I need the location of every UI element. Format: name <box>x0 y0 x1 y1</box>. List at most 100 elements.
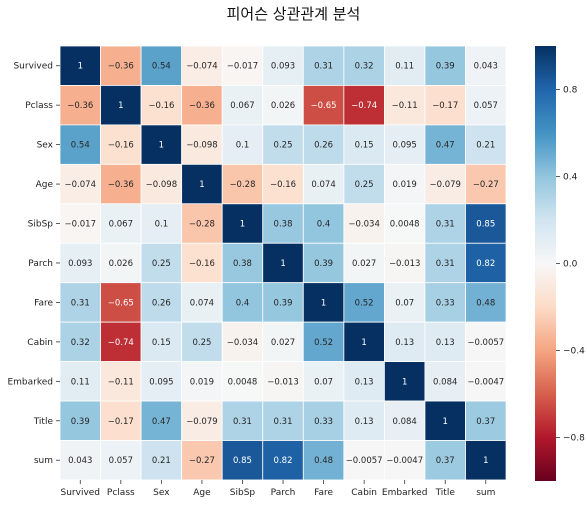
cell-value-label: −0.0057 <box>346 456 383 466</box>
colorbar-tick-label: 0.4 <box>563 173 578 183</box>
cell-value-label: 0.33 <box>314 417 333 427</box>
cell-value-label: 0.82 <box>274 456 293 466</box>
cell-value-label: 0.48 <box>314 456 333 466</box>
y-tick-label: Pclass <box>25 101 53 111</box>
cell-value-label: −0.36 <box>67 101 93 111</box>
cell-value-label: −0.013 <box>389 259 420 269</box>
cell-value-label: 0.4 <box>317 220 331 230</box>
heatmap-cell <box>302 203 345 244</box>
y-tick-label: SibSp <box>28 220 54 230</box>
cell-value-label: 0.54 <box>152 62 171 72</box>
x-tick-label: SibSp <box>230 488 256 498</box>
heatmap-cell <box>221 124 264 165</box>
heatmap-cell <box>383 163 426 205</box>
cell-value-label: 0.32 <box>355 62 374 72</box>
cell-value-label: 0.33 <box>436 298 455 308</box>
x-tick-label: Title <box>435 488 456 498</box>
cell-value-label: −0.079 <box>186 417 217 427</box>
colorbar-tick-label: 0.8 <box>563 86 578 96</box>
cell-value-label: 0.21 <box>152 456 171 466</box>
cell-value-label: −0.36 <box>108 62 134 72</box>
y-tick-label: Cabin <box>27 338 53 348</box>
cell-value-label: −0.034 <box>348 220 379 230</box>
heatmap-cell <box>140 124 183 165</box>
cell-value-label: 0.11 <box>395 62 414 72</box>
cell-value-label: 1 <box>402 377 407 387</box>
cell-value-label: 0.13 <box>436 338 455 348</box>
cell-value-label: −0.098 <box>186 141 217 151</box>
heatmap-cell <box>59 440 101 481</box>
heatmap-cell <box>221 163 264 205</box>
cell-value-label: 1 <box>159 141 164 151</box>
y-tick-label: Age <box>36 180 54 190</box>
cell-value-label: −0.65 <box>311 101 337 111</box>
cell-value-label: −0.16 <box>148 101 174 111</box>
cell-value-label: −0.074 <box>65 180 96 190</box>
cell-value-label: 0.54 <box>71 141 90 151</box>
heatmap-cell <box>181 163 223 205</box>
cell-value-label: −0.034 <box>227 338 258 348</box>
heatmap-cell <box>302 45 345 86</box>
heatmap-cell <box>343 45 385 86</box>
cell-value-label: 0.093 <box>68 259 92 269</box>
cell-value-label: 0.084 <box>393 417 417 427</box>
cell-value-label: 0.26 <box>152 298 171 308</box>
x-tick-label: Survived <box>61 488 101 498</box>
colorbar-tick-label: 0.0 <box>563 260 578 270</box>
cell-value-label: 0.0048 <box>228 377 258 387</box>
cell-value-label: 0.019 <box>190 377 214 387</box>
cell-value-label: −0.36 <box>108 180 134 190</box>
cell-value-label: 0.31 <box>436 220 455 230</box>
heatmap-cell <box>181 242 223 284</box>
heatmap-cell <box>465 400 507 441</box>
heatmap-cell <box>140 440 183 481</box>
cell-value-label: −0.079 <box>429 180 460 190</box>
cell-value-label: 0.31 <box>233 417 252 427</box>
cell-value-label: 1 <box>78 62 83 72</box>
cell-value-label: 0.0048 <box>390 220 420 230</box>
cell-value-label: 0.074 <box>190 298 214 308</box>
cell-value-label: −0.017 <box>227 62 258 72</box>
heatmap-cell <box>262 163 304 205</box>
cell-value-label: 0.52 <box>314 338 333 348</box>
cell-value-label: 0.067 <box>230 101 254 111</box>
colorbar-tick-label: −0.8 <box>563 434 585 444</box>
y-tick-label: Fare <box>34 298 53 308</box>
heatmap-cell <box>343 163 385 205</box>
heatmap-cell <box>59 85 101 126</box>
y-tick-label: Survived <box>13 62 53 72</box>
y-tick-label: Title <box>33 417 54 427</box>
cell-value-label: −0.36 <box>189 101 215 111</box>
cell-value-label: 0.043 <box>474 62 498 72</box>
heatmap-cell <box>465 282 507 323</box>
cell-value-label: 0.85 <box>476 220 495 230</box>
cell-value-label: 0.31 <box>71 298 90 308</box>
heatmap-cell <box>424 124 466 165</box>
cell-value-label: 0.39 <box>274 298 293 308</box>
x-tick-label: Parch <box>271 488 296 498</box>
cell-value-label: 0.47 <box>436 141 455 151</box>
cell-value-label: 0.13 <box>355 377 374 387</box>
cell-value-label: 0.084 <box>433 377 457 387</box>
cell-value-label: −0.0057 <box>467 338 504 348</box>
heatmap-cell <box>383 203 426 244</box>
cell-value-label: 0.31 <box>314 62 333 72</box>
heatmap-cell <box>140 85 183 126</box>
x-tick-label: Embarked <box>382 488 428 498</box>
cell-value-label: −0.098 <box>146 180 177 190</box>
cell-value-label: 0.15 <box>355 141 374 151</box>
cell-value-label: −0.17 <box>108 417 134 427</box>
heatmap-cell <box>262 361 304 402</box>
heatmap-cell <box>424 440 466 481</box>
cell-value-label: 0.026 <box>271 101 295 111</box>
cell-value-label: 0.074 <box>311 180 335 190</box>
heatmap-cell <box>181 203 223 244</box>
y-tick-label: sum <box>34 456 53 466</box>
cell-value-label: −0.013 <box>267 377 298 387</box>
heatmap-cell <box>343 85 385 126</box>
y-tick-label: Embarked <box>7 377 53 387</box>
heatmap-cell <box>302 85 345 126</box>
cell-value-label: 0.38 <box>233 259 252 269</box>
heatmap-cell <box>302 282 345 323</box>
